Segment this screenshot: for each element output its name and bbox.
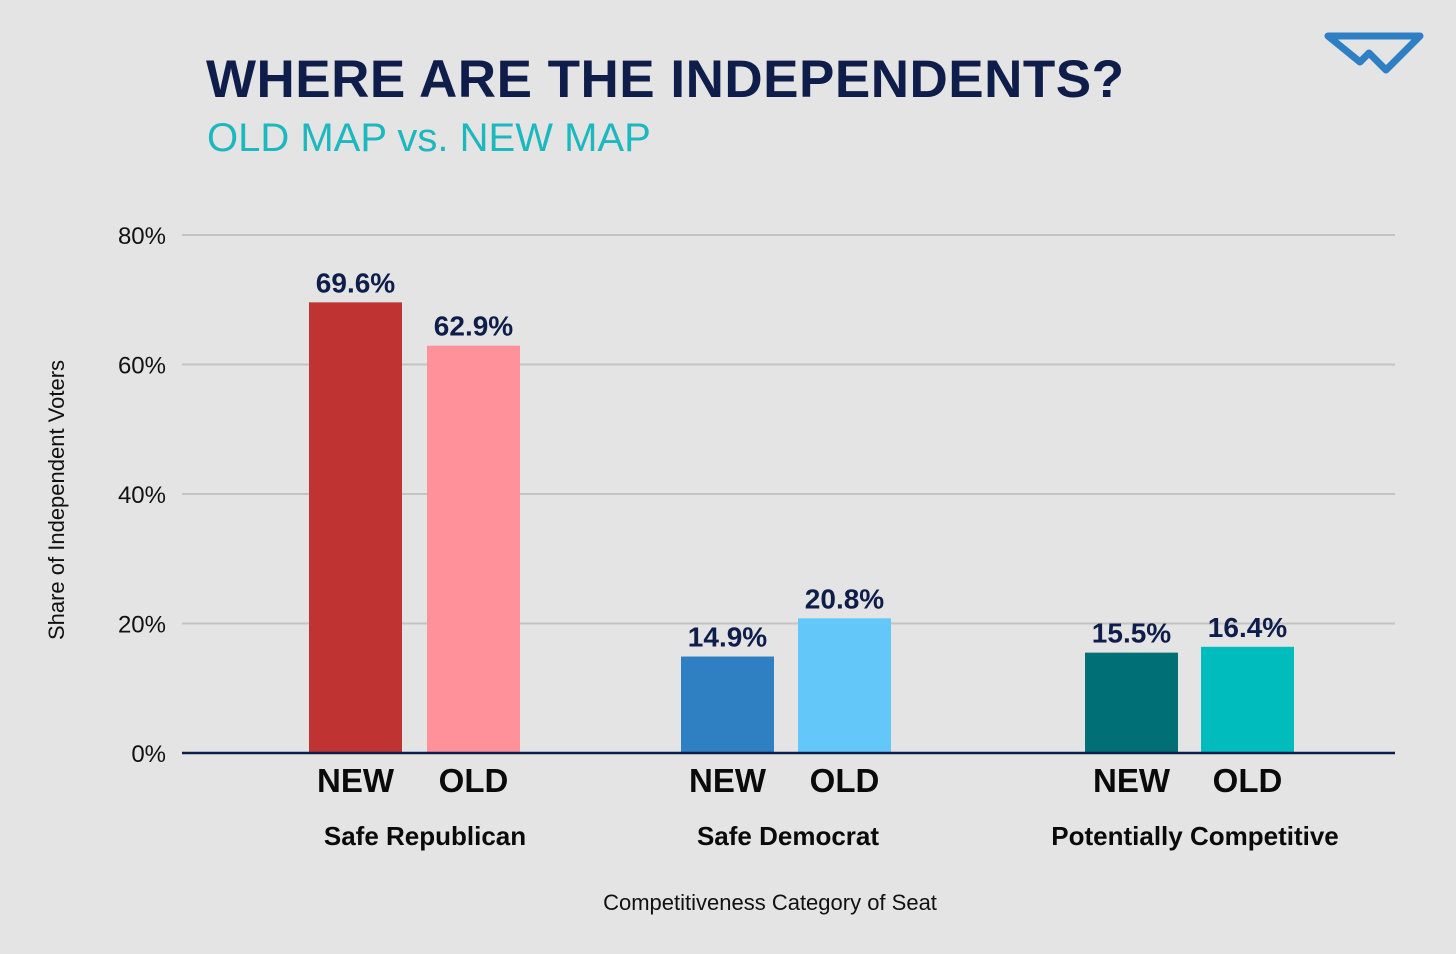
y-tick-label: 40% [118,482,166,509]
bar-new [681,656,774,753]
x-category-label: Safe Democrat [697,821,879,851]
data-label: 20.8% [805,583,884,614]
y-tick-label: 60% [118,353,166,380]
data-label: 62.9% [434,311,513,342]
data-label: 15.5% [1092,618,1171,649]
bar-old [798,618,891,753]
bar-label: OLD [1213,762,1283,799]
bar-label: OLD [439,762,509,799]
y-tick-label: 80% [118,223,166,250]
bar-old [427,345,520,753]
bar-new [309,302,402,753]
brand-logo-icon [1324,32,1424,74]
bar-label: NEW [1093,762,1171,799]
x-axis-title: Competitiveness Category of Seat [603,890,937,915]
data-label: 16.4% [1208,612,1287,643]
x-category-label: Safe Republican [324,821,526,851]
chart-subtitle: OLD MAP vs. NEW MAP [207,116,651,160]
y-tick-label: 20% [118,612,166,639]
bar-old [1201,646,1294,753]
y-axis-title: Share of Independent Voters [44,360,69,640]
bar-new [1085,652,1178,753]
bar-label: NEW [317,762,395,799]
x-category-label: Potentially Competitive [1051,821,1339,851]
bar-label: NEW [689,762,767,799]
y-tick-label: 0% [131,741,166,768]
data-label: 14.9% [688,622,767,653]
chart-title: WHERE ARE THE INDEPENDENTS? [206,50,1125,109]
data-label: 69.6% [316,267,395,298]
bar-label: OLD [810,762,880,799]
